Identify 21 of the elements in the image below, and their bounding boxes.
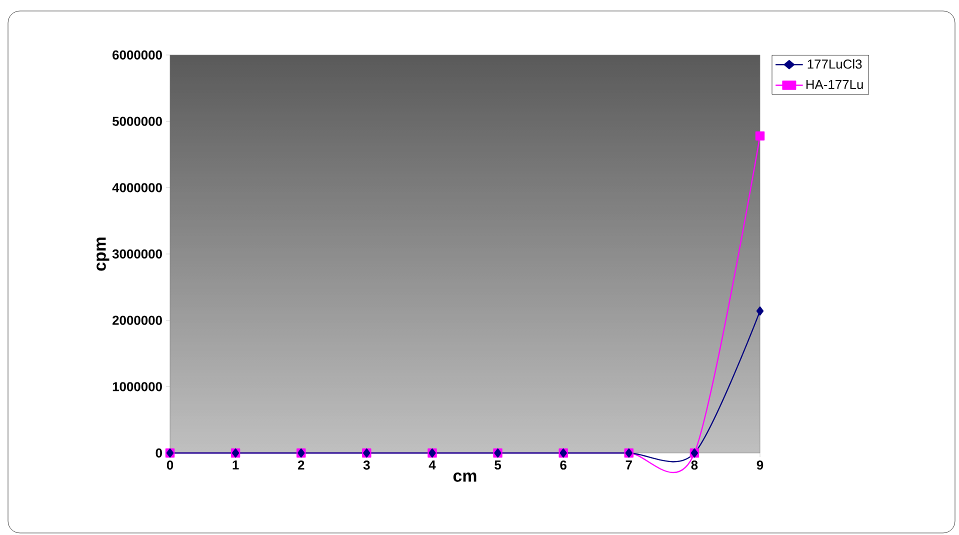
x-tick-label: 1 [232, 460, 239, 470]
x-tick-label: 6 [560, 460, 566, 470]
x-tick-label: 7 [626, 460, 632, 470]
x-tick-label: 3 [363, 460, 370, 470]
y-tick-label: 5000000 [112, 116, 162, 126]
x-tick-label: 5 [494, 460, 502, 470]
x-tick-label: 9 [756, 460, 764, 470]
x-tick-label: 8 [691, 460, 698, 470]
y-tick-label: 4000000 [112, 183, 162, 192]
x-tick-label: 2 [298, 460, 304, 470]
x-axis-title: cm [453, 472, 476, 482]
y-axis-title: cpm [96, 238, 110, 271]
legend-label: 177LuCl3 [808, 59, 862, 69]
y-tick-label: 6000000 [112, 50, 162, 60]
legend-label: HA-177Lu [806, 80, 863, 90]
y-tick-label: 2000000 [112, 316, 162, 325]
y-tick-label: 0 [156, 448, 162, 458]
y-tick-label: 1000000 [112, 382, 162, 392]
x-tick-label: 4 [428, 460, 436, 470]
x-tick-label: 0 [166, 460, 174, 470]
y-tick-label: 3000000 [112, 249, 162, 259]
